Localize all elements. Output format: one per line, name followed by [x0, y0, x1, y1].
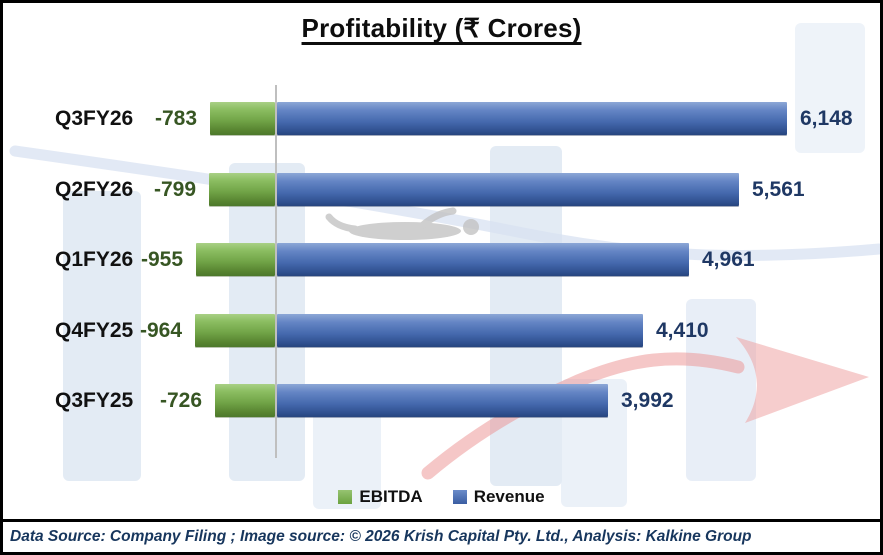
category-label: Q2FY26	[55, 177, 134, 201]
revenue-bar	[277, 243, 689, 276]
revenue-bar	[277, 313, 643, 347]
plot-area: Q3FY26 -783 6,148 Q2FY26 -799 5,561 Q1FY26 -955…	[3, 65, 880, 475]
bar-row: Q3FY26 -783 6,148	[3, 84, 880, 154]
revenue-bar	[277, 172, 739, 206]
legend-item-revenue: Revenue	[452, 487, 545, 507]
bar-row: Q4FY25 -964 4,410	[3, 296, 880, 366]
legend-swatch-revenue-icon	[452, 490, 467, 504]
ebitda-bar	[210, 102, 275, 135]
ebitda-bar	[209, 172, 275, 206]
ebitda-value-label: -726	[159, 389, 202, 412]
footer-attribution-text: Data Source: Company Filing ; Image sour…	[10, 528, 752, 545]
ebitda-bar	[196, 243, 275, 276]
revenue-value-label: 5,561	[752, 177, 805, 201]
revenue-value-label: 4,410	[656, 318, 709, 342]
category-label: Q4FY25	[55, 318, 134, 342]
category-label: Q3FY25	[55, 389, 134, 412]
ebitda-value-label: -964	[139, 318, 182, 342]
legend: EBITDA Revenue	[3, 487, 880, 507]
ebitda-value-label: -955	[140, 248, 183, 271]
revenue-bar	[277, 384, 608, 417]
revenue-value-label: 6,148	[800, 107, 853, 130]
legend-item-ebitda: EBITDA	[338, 487, 423, 507]
bar-row: Q2FY26 -799 5,561	[3, 155, 880, 225]
category-label: Q3FY26	[55, 107, 134, 130]
bar-row: Q1FY26 -955 4,961	[3, 225, 880, 295]
ebitda-value-label: -799	[153, 177, 196, 201]
category-label: Q1FY26	[55, 248, 134, 271]
revenue-value-label: 3,992	[621, 389, 674, 412]
revenue-value-label: 4,961	[702, 248, 755, 271]
bar-row: Q3FY25 -726 3,992	[3, 366, 880, 436]
legend-label-ebitda: EBITDA	[359, 487, 423, 506]
ebitda-value-label: -783	[154, 107, 197, 130]
ebitda-bar	[215, 384, 275, 417]
revenue-bar	[277, 102, 787, 135]
legend-label-revenue: Revenue	[473, 487, 545, 506]
ebitda-bar	[195, 313, 275, 347]
legend-swatch-ebitda-icon	[338, 490, 353, 504]
page-title: Profitability (₹ Crores)	[301, 13, 582, 43]
footer-bar: Data Source: Company Filing ; Image sour…	[3, 519, 880, 552]
